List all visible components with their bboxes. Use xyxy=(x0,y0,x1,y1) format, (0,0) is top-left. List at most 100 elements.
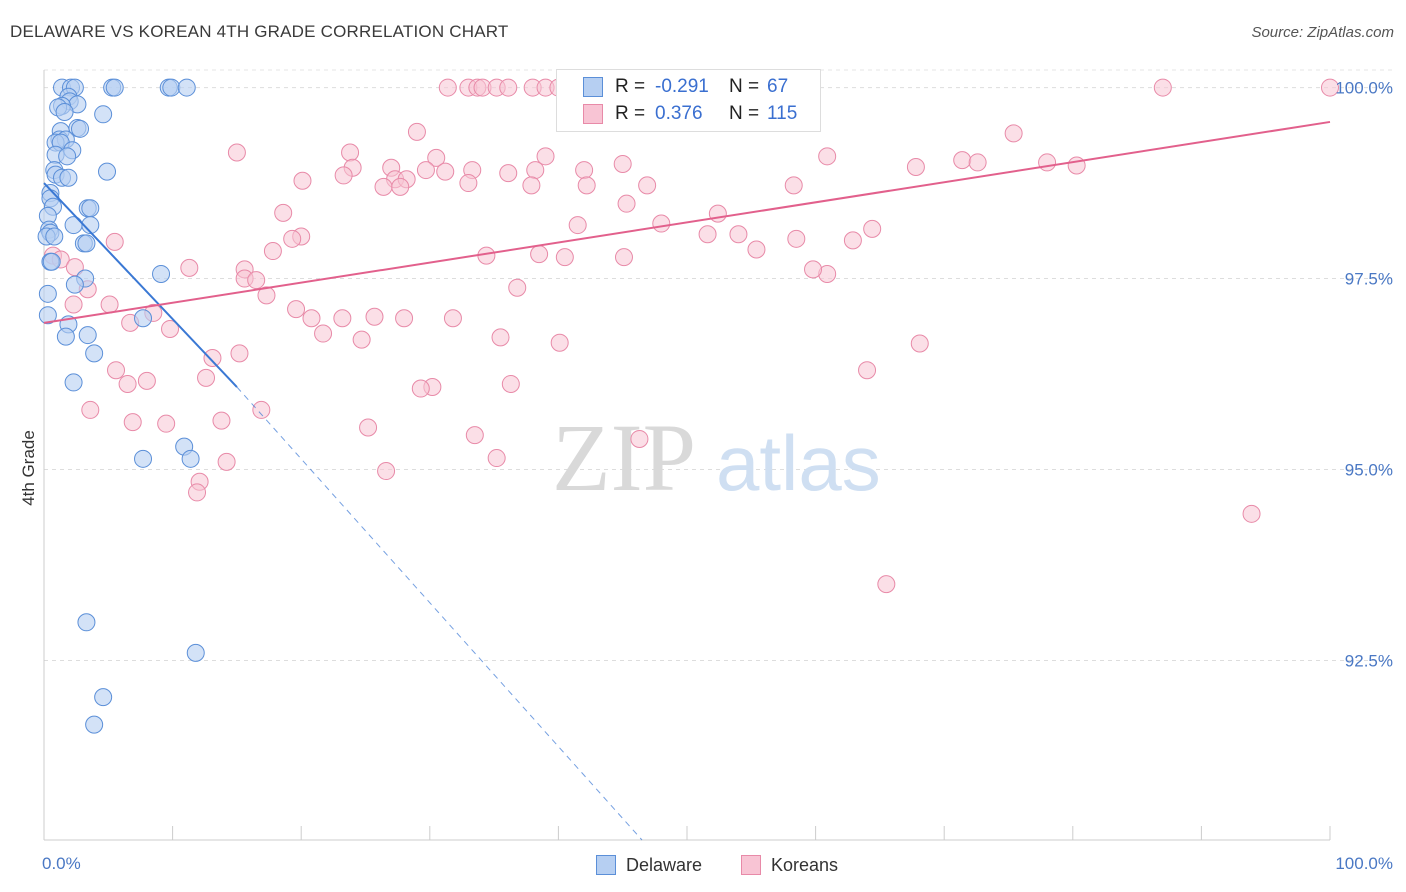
koreans-point xyxy=(334,166,353,185)
koreans-point xyxy=(188,483,207,502)
stats-row-koreans: R = 0.376 N = 115 xyxy=(557,101,820,127)
koreans-point xyxy=(818,147,837,166)
koreans-point xyxy=(443,309,462,328)
koreans-point xyxy=(784,176,803,195)
n-value: 67 xyxy=(767,76,789,97)
koreans-point xyxy=(508,278,527,297)
delaware-point xyxy=(55,103,74,122)
koreans-point xyxy=(374,177,393,196)
koreans-point xyxy=(568,216,587,235)
koreans-point xyxy=(1321,78,1339,97)
chart-title: DELAWARE VS KOREAN 4TH GRADE CORRELATION… xyxy=(10,22,509,41)
koreans-point xyxy=(427,148,446,167)
delaware-point xyxy=(94,688,113,707)
koreans-point xyxy=(575,161,594,180)
koreans-trend-line xyxy=(43,120,1331,324)
grid-lines xyxy=(44,69,1392,661)
koreans-point xyxy=(555,248,574,267)
koreans-point xyxy=(804,260,823,279)
stats-row-delaware: R = -0.291 N = 67 xyxy=(557,74,820,100)
koreans-point xyxy=(536,147,555,166)
koreans-point xyxy=(107,361,126,380)
koreans-point xyxy=(314,324,333,343)
watermark-atlas: atlas xyxy=(716,419,881,507)
koreans-point xyxy=(359,418,378,437)
koreans-point xyxy=(910,334,929,353)
delaware-point xyxy=(134,309,153,328)
koreans-point xyxy=(100,295,119,314)
koreans-point xyxy=(863,219,882,238)
delaware-point xyxy=(38,306,57,325)
koreans-point xyxy=(407,122,426,141)
koreans-point xyxy=(465,426,484,445)
y-tick-label: 95.0% xyxy=(1345,461,1393,480)
koreans-point xyxy=(459,174,478,193)
y-axis-label: 4th Grade xyxy=(19,430,38,506)
koreans-point xyxy=(698,225,717,244)
koreans-point xyxy=(858,361,877,380)
delaware-point xyxy=(181,449,200,468)
legend: Delaware Koreans xyxy=(0,851,1406,879)
koreans-point xyxy=(526,161,545,180)
stats-box: R = -0.291 N = 67 R = 0.376 N = 115 xyxy=(556,69,821,132)
koreans-point xyxy=(302,309,321,328)
koreans-point xyxy=(197,368,216,387)
delaware-point xyxy=(64,373,83,392)
koreans-point xyxy=(787,229,806,248)
koreans-point xyxy=(747,240,766,259)
watermark: ZIP atlas xyxy=(552,404,881,511)
koreans-point xyxy=(333,309,352,328)
koreans-point xyxy=(614,248,633,267)
koreans-point xyxy=(137,371,156,390)
r-value: 0.376 xyxy=(655,103,703,124)
delaware-swatch xyxy=(583,77,603,97)
koreans-point xyxy=(416,161,435,180)
koreans-point xyxy=(365,307,384,326)
koreans-point xyxy=(843,231,862,250)
koreans-point xyxy=(352,330,371,349)
y-tick-label: 92.5% xyxy=(1345,651,1393,670)
koreans-point xyxy=(499,164,518,183)
legend-swatch-koreans xyxy=(741,855,761,875)
delaware-point xyxy=(162,78,181,97)
delaware-point xyxy=(134,449,153,468)
legend-label-koreans: Koreans xyxy=(771,855,839,875)
delaware-points xyxy=(37,78,205,734)
delaware-trend-extension xyxy=(236,386,643,841)
r-label: R = xyxy=(615,103,646,124)
koreans-point xyxy=(436,162,455,181)
tick-labels: 92.5% 95.0% 97.5% 100.0% 0.0% 100.0% xyxy=(42,79,1393,873)
koreans-point xyxy=(729,225,748,244)
koreans-point xyxy=(411,379,430,398)
n-label: N = xyxy=(729,103,760,124)
delaware-point xyxy=(85,344,104,363)
koreans-point xyxy=(161,319,180,338)
koreans-point xyxy=(395,309,414,328)
watermark-zip: ZIP xyxy=(552,404,696,511)
delaware-point xyxy=(42,252,61,271)
koreans-point xyxy=(491,328,510,347)
koreans-point xyxy=(105,232,124,251)
delaware-point xyxy=(186,643,205,662)
koreans-point xyxy=(157,414,176,433)
koreans-point xyxy=(212,411,231,430)
koreans-point xyxy=(438,78,457,97)
koreans-point xyxy=(906,158,925,177)
koreans-swatch xyxy=(583,104,603,124)
koreans-point xyxy=(1242,504,1261,523)
delaware-point xyxy=(58,147,77,166)
koreans-point xyxy=(252,400,271,419)
koreans-point xyxy=(180,258,199,277)
delaware-point xyxy=(85,715,104,734)
y-tick-label: 100.0% xyxy=(1335,79,1393,98)
delaware-point xyxy=(71,119,90,138)
r-value: -0.291 xyxy=(655,76,709,97)
legend-swatch-delaware xyxy=(596,855,616,875)
koreans-point xyxy=(953,151,972,170)
n-label: N = xyxy=(729,76,760,97)
koreans-point xyxy=(65,258,84,277)
koreans-points xyxy=(44,78,1339,594)
koreans-point xyxy=(274,203,293,222)
trend-lines xyxy=(43,120,1331,841)
koreans-point xyxy=(81,400,100,419)
